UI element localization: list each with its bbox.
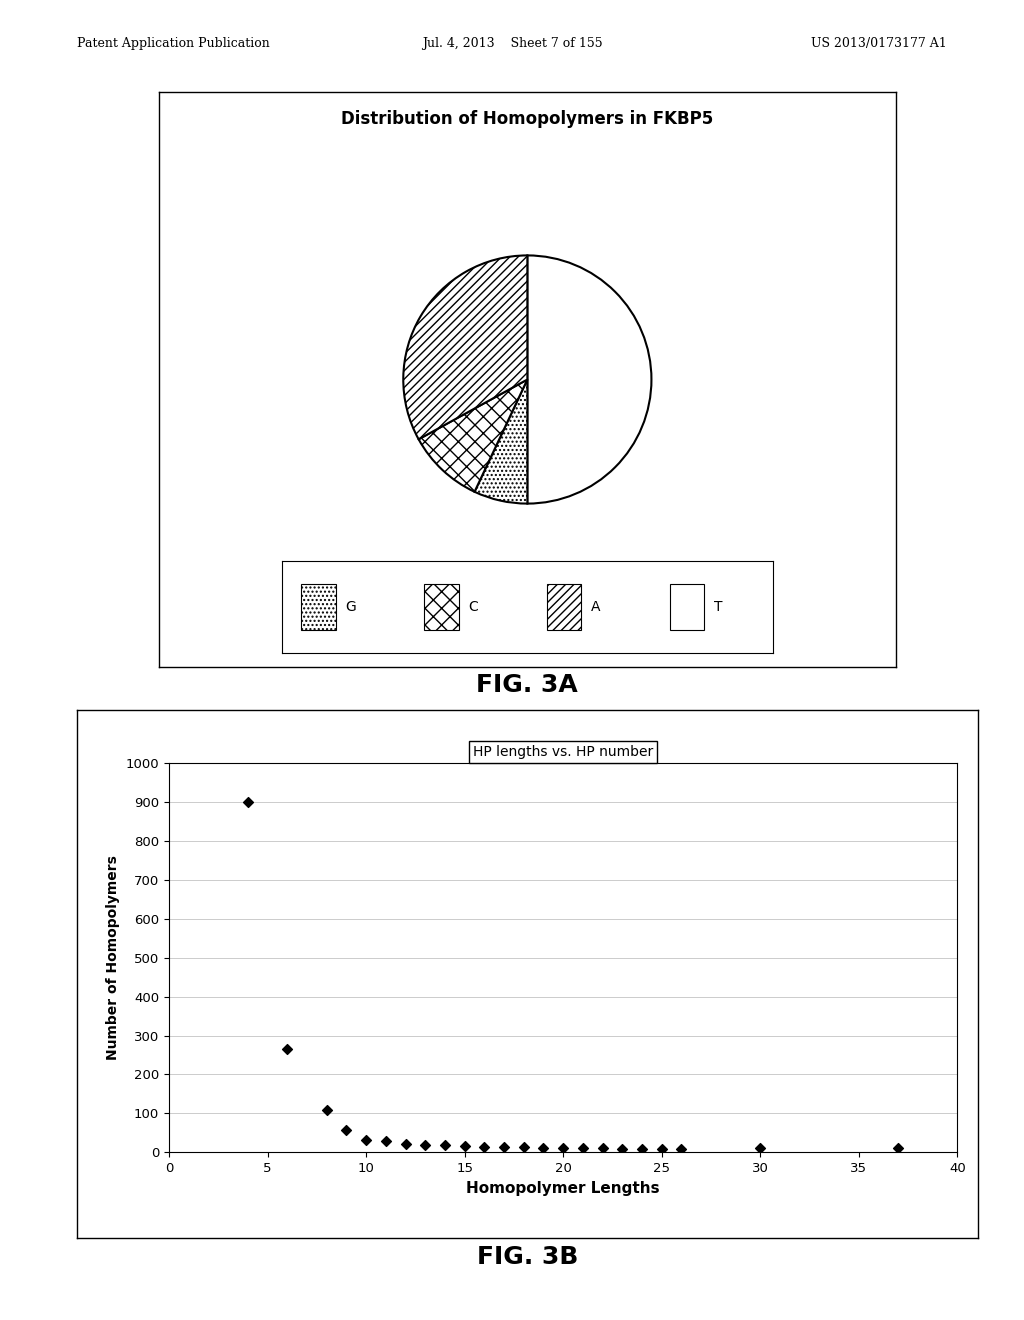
Point xyxy=(378,1131,394,1152)
Point xyxy=(397,1134,414,1155)
Point xyxy=(476,1137,493,1158)
Point xyxy=(358,1130,375,1151)
Text: Jul. 4, 2013    Sheet 7 of 155: Jul. 4, 2013 Sheet 7 of 155 xyxy=(422,37,602,50)
Point xyxy=(574,1138,591,1159)
Title: HP lengths vs. HP number: HP lengths vs. HP number xyxy=(473,744,653,759)
Point xyxy=(417,1134,433,1155)
Text: T: T xyxy=(714,601,723,614)
Point xyxy=(516,1137,532,1158)
Point xyxy=(674,1139,690,1160)
Point xyxy=(496,1137,512,1158)
Point xyxy=(240,791,256,812)
Text: FIG. 3B: FIG. 3B xyxy=(477,1245,578,1269)
Wedge shape xyxy=(527,256,651,503)
Point xyxy=(555,1138,571,1159)
Point xyxy=(437,1135,454,1156)
Y-axis label: Number of Homopolymers: Number of Homopolymers xyxy=(106,855,120,1060)
FancyBboxPatch shape xyxy=(424,585,459,630)
Point xyxy=(753,1137,769,1158)
Text: C: C xyxy=(468,601,478,614)
Wedge shape xyxy=(403,256,527,440)
Text: US 2013/0173177 A1: US 2013/0173177 A1 xyxy=(811,37,947,50)
Point xyxy=(457,1135,473,1156)
Point xyxy=(634,1138,650,1159)
FancyBboxPatch shape xyxy=(301,585,336,630)
Point xyxy=(614,1138,631,1159)
Text: G: G xyxy=(345,601,356,614)
Text: Patent Application Publication: Patent Application Publication xyxy=(77,37,269,50)
FancyBboxPatch shape xyxy=(547,585,582,630)
Point xyxy=(318,1100,335,1121)
Text: A: A xyxy=(591,601,601,614)
Point xyxy=(594,1138,610,1159)
Text: Distribution of Homopolymers in FKBP5: Distribution of Homopolymers in FKBP5 xyxy=(341,110,714,128)
Point xyxy=(653,1138,670,1159)
X-axis label: Homopolymer Lengths: Homopolymer Lengths xyxy=(466,1180,660,1196)
FancyBboxPatch shape xyxy=(670,585,705,630)
Point xyxy=(338,1119,354,1140)
Wedge shape xyxy=(474,380,527,503)
Wedge shape xyxy=(419,380,527,492)
Text: FIG. 3A: FIG. 3A xyxy=(476,673,579,697)
Point xyxy=(279,1039,295,1060)
Point xyxy=(536,1137,552,1158)
Point xyxy=(890,1138,906,1159)
